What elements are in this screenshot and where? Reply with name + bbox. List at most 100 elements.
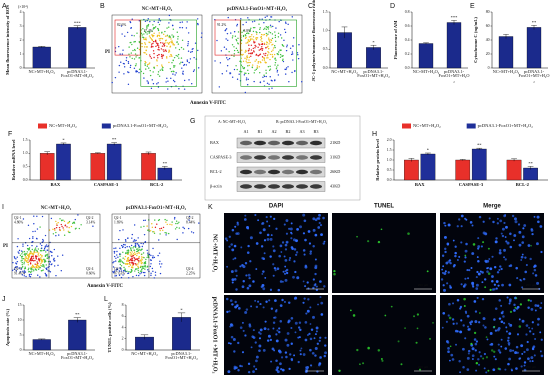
event-dot	[156, 59, 158, 61]
event-dot	[162, 229, 164, 231]
event-dot	[156, 34, 159, 37]
event-dot	[133, 58, 136, 60]
event-dot	[49, 261, 51, 263]
event-dot	[149, 55, 151, 58]
event-dot	[24, 258, 26, 260]
event-dot	[164, 35, 167, 37]
nucleus	[267, 334, 271, 338]
event-dot	[190, 51, 192, 53]
nucleus	[509, 300, 512, 303]
event-dot	[152, 46, 154, 48]
nucleus	[234, 225, 237, 228]
nucleus	[442, 311, 446, 315]
tunel-spot	[349, 309, 352, 312]
event-dot	[260, 43, 263, 45]
event-dot	[44, 234, 47, 237]
event-dot	[28, 256, 31, 258]
nucleus	[257, 219, 260, 222]
y-tick-label: 0.5	[23, 165, 28, 169]
panel-letter: I	[2, 204, 4, 211]
nucleus	[460, 225, 463, 228]
event-dot	[141, 248, 143, 250]
blot-band	[240, 155, 252, 160]
nucleus	[514, 217, 517, 221]
event-dot	[193, 56, 195, 59]
event-dot	[198, 67, 200, 69]
event-dot	[27, 261, 30, 264]
nucleus	[309, 323, 312, 325]
nucleus	[508, 332, 512, 336]
event-dot	[118, 45, 120, 48]
nucleus	[236, 304, 239, 307]
tunel-spot	[487, 247, 490, 250]
blot-band	[268, 184, 280, 189]
event-dot	[28, 247, 31, 249]
event-dot	[23, 270, 26, 272]
blot-band	[240, 169, 252, 175]
nucleus	[468, 269, 471, 272]
event-dot	[156, 44, 159, 47]
event-dot	[32, 268, 34, 271]
quadrant-value: 1.69%	[114, 220, 123, 224]
nucleus	[516, 277, 519, 280]
event-dot	[141, 268, 143, 271]
event-dot	[245, 32, 248, 35]
nucleus	[314, 347, 318, 350]
nucleus	[492, 368, 496, 372]
event-dot	[138, 48, 141, 51]
nucleus	[479, 270, 482, 273]
event-dot	[252, 26, 255, 29]
nucleus	[275, 359, 278, 363]
nucleus	[534, 274, 538, 277]
nucleus	[450, 353, 454, 357]
y-axis-unit: (×10⁴)	[18, 5, 29, 9]
nucleus	[500, 345, 503, 348]
event-dot	[45, 251, 47, 253]
event-dot	[14, 257, 16, 259]
nucleus	[515, 266, 518, 270]
event-dot	[279, 56, 282, 58]
event-dot	[198, 222, 200, 224]
quadrant-value: 8.44%	[186, 220, 195, 224]
event-dot	[284, 21, 287, 23]
event-dot	[125, 240, 127, 242]
event-dot	[285, 68, 287, 71]
nucleus	[262, 228, 266, 232]
event-dot	[41, 254, 43, 257]
event-dot	[68, 231, 70, 234]
event-dot	[268, 39, 271, 41]
event-dot	[248, 59, 250, 61]
event-dot	[280, 49, 282, 51]
bar	[56, 143, 71, 181]
quadrant-name: Q2-1	[14, 216, 22, 220]
event-dot	[39, 264, 42, 267]
event-dot	[151, 256, 154, 259]
event-dot	[138, 20, 141, 22]
event-dot	[130, 253, 132, 255]
bar	[404, 159, 419, 181]
nucleus	[312, 228, 316, 232]
event-dot	[251, 66, 254, 69]
tunel-spot	[377, 349, 381, 352]
nucleus	[464, 249, 468, 253]
event-dot	[122, 274, 124, 276]
nucleus	[499, 351, 502, 354]
event-dot	[134, 240, 136, 242]
nucleus	[540, 302, 543, 304]
event-dot	[151, 267, 154, 270]
event-dot	[190, 231, 193, 233]
event-dot	[17, 238, 19, 240]
event-dot	[225, 38, 227, 40]
event-dot	[214, 60, 216, 62]
x-tick-label-box: pcDNA3.1-FoxO1+MT+H₂O₂	[439, 70, 470, 84]
y-tick-label: 1	[20, 52, 22, 56]
lane-label: B2	[286, 129, 291, 134]
event-dot	[133, 48, 136, 51]
event-dot	[151, 34, 154, 37]
event-dot	[113, 261, 115, 263]
event-dot	[31, 252, 33, 254]
panel-letter: D	[390, 3, 395, 10]
event-dot	[187, 50, 190, 52]
nucleus	[531, 347, 535, 351]
event-dot	[137, 266, 140, 268]
